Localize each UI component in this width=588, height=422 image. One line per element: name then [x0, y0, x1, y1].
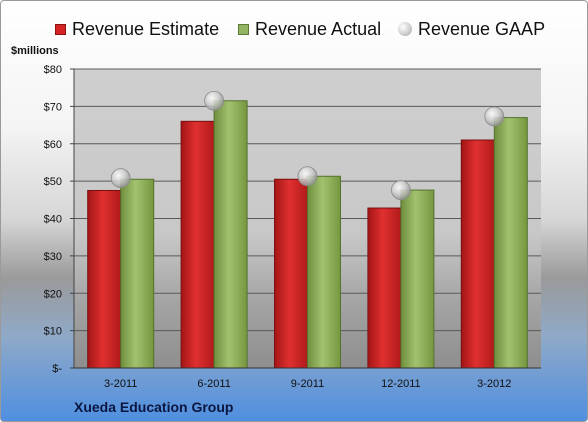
y-axis-unit-label: $millions [11, 45, 59, 57]
x-tick-label: 3-2011 [104, 378, 137, 390]
bar-revenue-estimate [180, 120, 215, 369]
legend-label-gaap: Revenue GAAP [418, 18, 546, 39]
bar-revenue-actual [120, 178, 155, 369]
bar-revenue-estimate [460, 139, 495, 369]
y-tick-label: $20 [44, 288, 62, 300]
y-tick-label: $70 [44, 101, 62, 113]
point-revenue-gaap [204, 90, 225, 111]
point-revenue-gaap [110, 168, 131, 189]
bar-revenue-estimate [367, 207, 402, 369]
y-tick-label: $- [52, 363, 62, 375]
point-revenue-gaap [484, 106, 505, 127]
x-tick-label: 12-2011 [381, 378, 421, 390]
bar-revenue-actual [213, 100, 248, 369]
point-revenue-gaap [297, 166, 318, 187]
y-tick-label: $60 [44, 139, 62, 151]
y-tick-label: $40 [44, 214, 62, 226]
bar-revenue-estimate [87, 189, 122, 369]
y-tick-label: $50 [44, 176, 62, 188]
legend-label-actual: Revenue Actual [255, 18, 382, 39]
y-tick-label: $80 [44, 64, 62, 76]
x-tick-label: 3-2012 [477, 378, 511, 390]
legend-item-actual: Revenue Actual [238, 17, 381, 41]
y-tick-label: $10 [44, 326, 62, 338]
x-tick-label: 9-2011 [291, 378, 324, 390]
bar-revenue-actual [493, 117, 528, 369]
x-tick-label: 6-2011 [197, 378, 230, 390]
legend-swatch-estimate [55, 23, 66, 35]
point-revenue-gaap [390, 180, 411, 200]
bar-revenue-actual [400, 189, 435, 369]
legend-item-estimate: Revenue Estimate [55, 17, 219, 41]
legend-label-estimate: Revenue Estimate [72, 18, 220, 39]
legend-swatch-actual [238, 23, 249, 35]
bar-revenue-actual [307, 175, 341, 369]
legend: Revenue Estimate Revenue Actual Revenue … [1, 17, 587, 41]
company-name: Xueda Education Group [74, 399, 234, 415]
legend-item-gaap: Revenue GAAP [398, 17, 545, 41]
legend-swatch-gaap [398, 22, 412, 36]
y-tick-label: $30 [44, 251, 62, 263]
bar-revenue-estimate [274, 178, 308, 369]
